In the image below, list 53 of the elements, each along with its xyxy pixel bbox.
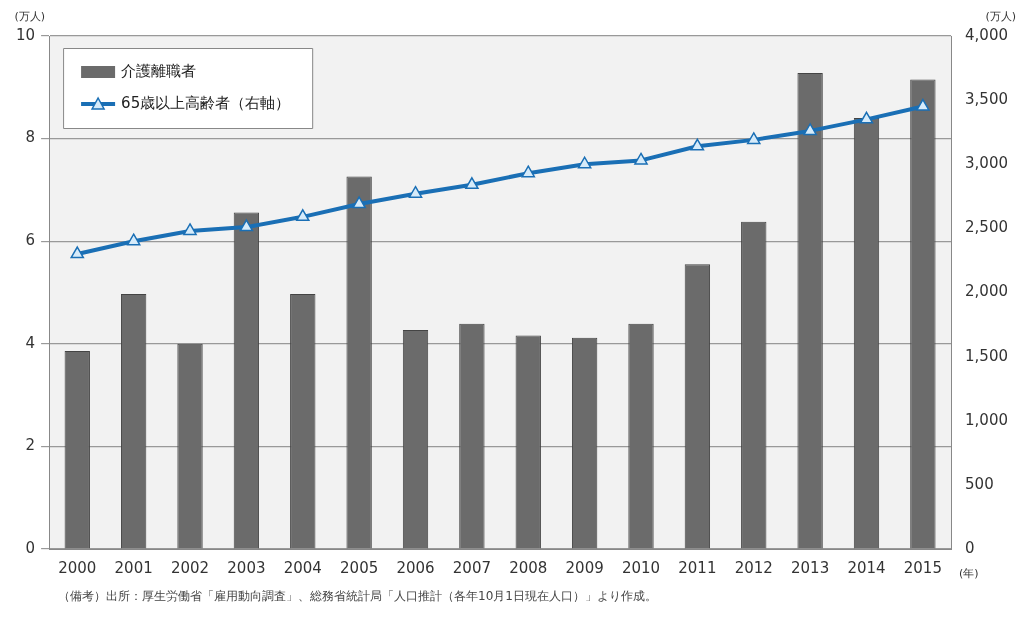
point — [465, 177, 479, 190]
x-tick-label: 2007 — [452, 558, 491, 577]
y-tick-label: 4 — [25, 333, 36, 352]
x-tick-label: 2000 — [58, 558, 97, 577]
x-tick-label: 2001 — [114, 558, 153, 577]
y2-tick-label: 2,000 — [965, 282, 1009, 301]
y2-tick-label: 3,500 — [965, 90, 1009, 109]
point — [295, 209, 310, 222]
x-tick-label: 2013 — [791, 558, 830, 577]
point — [352, 196, 366, 209]
legend-label: 65歳以上高齢者（右軸） — [121, 93, 291, 112]
point — [521, 165, 536, 178]
y-tick-label: 10 — [15, 25, 36, 44]
y2-tick-label: 3,000 — [965, 154, 1009, 173]
y2-tick-label: 2,500 — [965, 218, 1009, 237]
y2-tick-label: 1,000 — [965, 410, 1009, 429]
legend-label: 介護離職者 — [121, 61, 197, 80]
point — [126, 233, 141, 246]
y-tick-label: 0 — [25, 538, 36, 557]
point — [859, 111, 874, 124]
x-tick-label: 2010 — [621, 558, 661, 577]
point — [690, 138, 705, 151]
point — [239, 219, 254, 232]
y-tick-label: 8 — [25, 128, 36, 147]
y2-axis-title: (万人) — [985, 10, 1016, 23]
y-axis-title: (万人) — [14, 10, 46, 23]
x-tick-label: 2002 — [170, 558, 210, 577]
y2-tick-label: 4,000 — [965, 25, 1009, 44]
text: （備考）出所：厚生労働省「雇用動向調査」、総務省統計局「人口推計（各年10月1日現在人口）」より作成。 — [58, 588, 657, 605]
y-tick-label: 2 — [25, 436, 36, 455]
point — [746, 132, 761, 145]
x-tick-label: 2006 — [396, 558, 435, 577]
x-axis-title: (年) — [959, 567, 979, 580]
x-tick-label: 2011 — [678, 558, 717, 577]
x-tick-label: 2012 — [734, 558, 773, 577]
point — [803, 123, 817, 136]
y-tick-label: 6 — [25, 231, 36, 250]
point — [634, 152, 648, 165]
y2-tick-label: 500 — [965, 474, 994, 493]
x-tick-label: 2015 — [903, 558, 942, 577]
point — [916, 98, 930, 111]
x-tick-label: 2004 — [283, 558, 322, 577]
y2-tick-label: 0 — [965, 538, 975, 557]
point — [577, 156, 592, 169]
point — [183, 223, 197, 236]
x-tick-label: 2008 — [509, 558, 548, 577]
x-tick-label: 2009 — [565, 558, 604, 577]
x-tick-label: 2003 — [227, 558, 266, 577]
x-tick-label: 2014 — [847, 558, 886, 577]
point — [408, 186, 423, 198]
y2-tick-label: 1,500 — [965, 346, 1009, 365]
point — [70, 246, 85, 259]
x-tick-label: 2005 — [340, 558, 379, 577]
